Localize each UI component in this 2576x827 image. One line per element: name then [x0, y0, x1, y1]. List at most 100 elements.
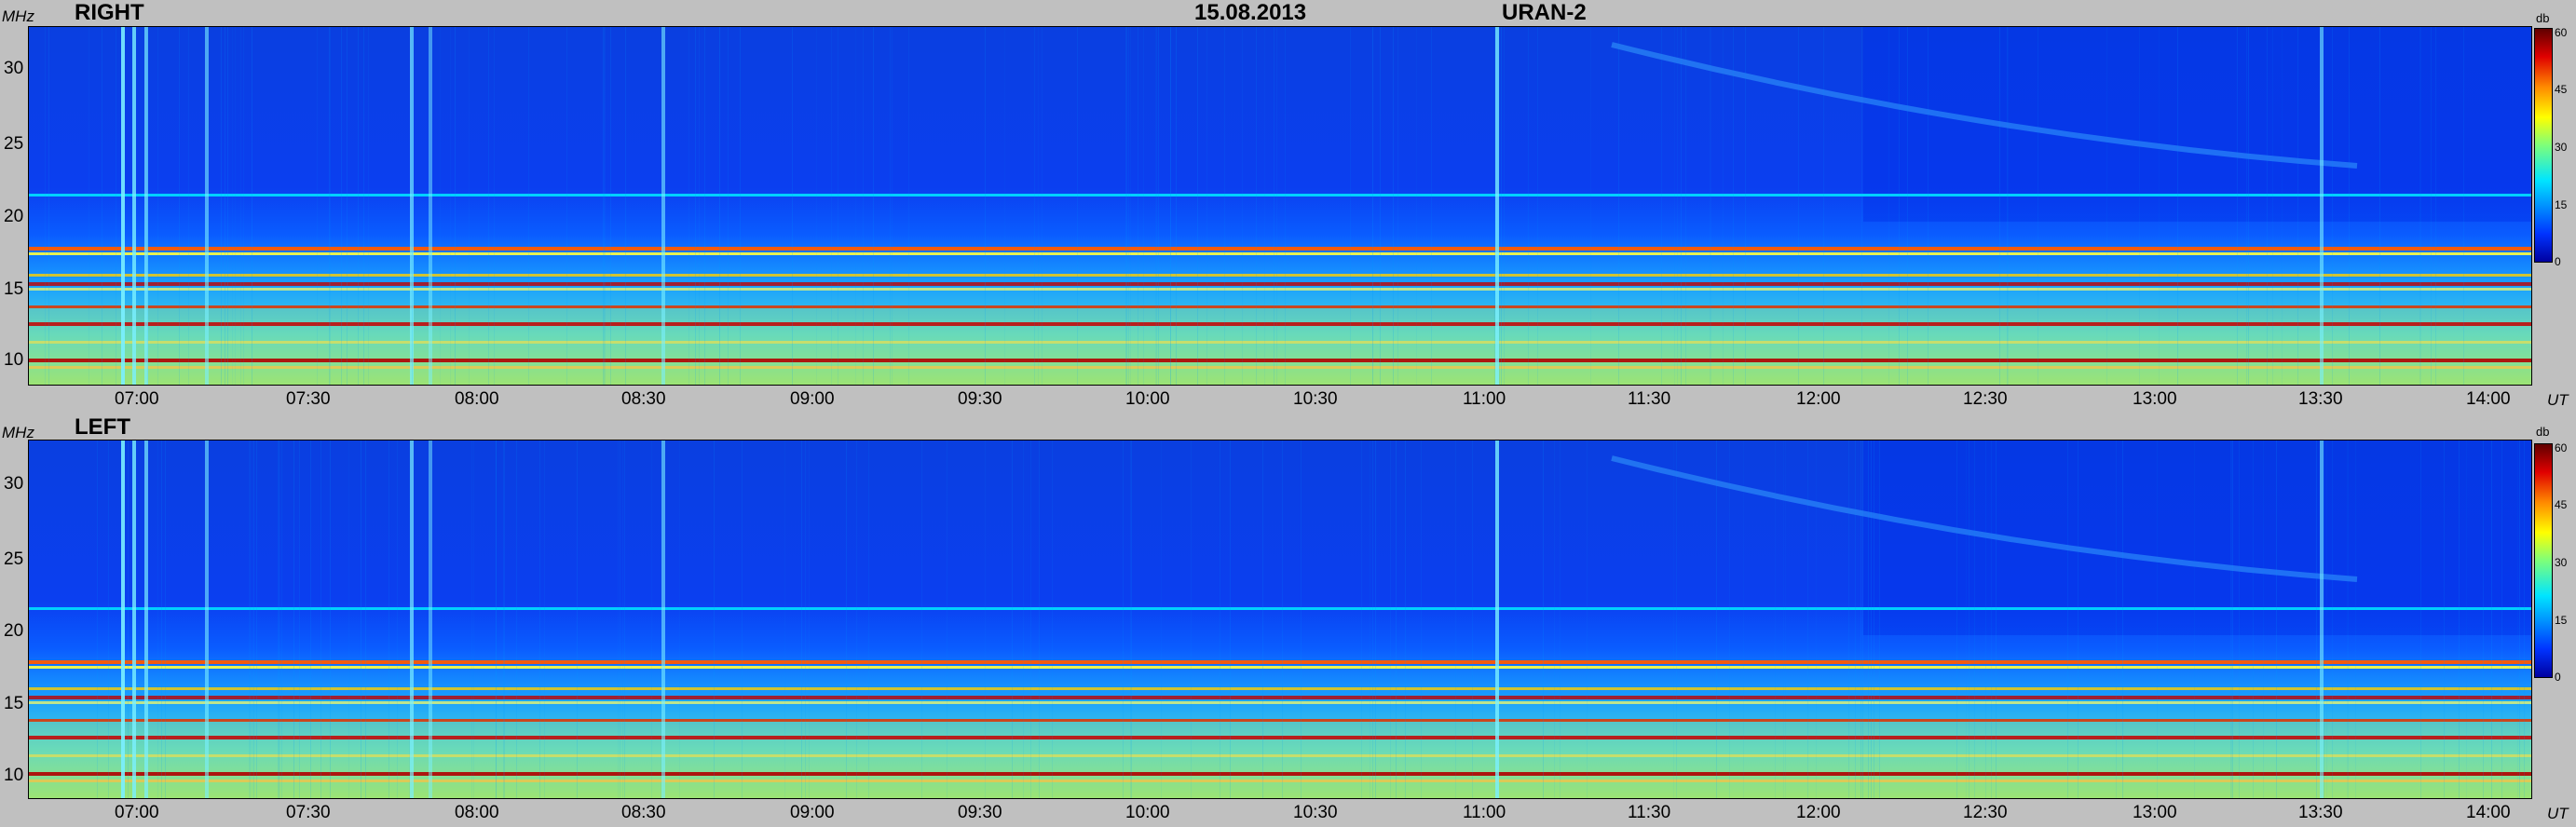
top-band-3 [28, 274, 2532, 277]
top-cbtick-45: 45 [2555, 83, 2568, 96]
bottom-band-7 [28, 736, 2532, 739]
top-band-4 [28, 282, 2532, 286]
top-xtick-1400: 14:00 [2466, 389, 2511, 409]
bottom-texture [742, 440, 743, 799]
top-texture [455, 26, 456, 386]
top-xtick-1200: 12:00 [1796, 389, 1841, 409]
top-ytick-30: 30 [4, 59, 24, 78]
bottom-texture [2230, 440, 2231, 799]
top-texture [2246, 26, 2247, 386]
top-texture [1501, 26, 1502, 386]
bottom-texture [544, 440, 545, 799]
instrument-title: URAN-2 [1502, 0, 1587, 25]
bottom-band-8 [28, 754, 2532, 757]
bottom-texture [250, 440, 251, 799]
top-texture [1158, 26, 1159, 386]
bottom-texture [496, 440, 497, 799]
bottom-band-5 [28, 701, 2532, 704]
bottom-band-3 [28, 687, 2532, 690]
top-texture [873, 26, 874, 386]
top-texture [695, 26, 696, 386]
bottom-texture [279, 440, 280, 799]
bottom-frame [28, 440, 2532, 799]
top-texture [2007, 26, 2008, 386]
bottom-burst-8 [2320, 440, 2324, 799]
bottom-texture [473, 440, 474, 799]
top-texture [2420, 26, 2421, 386]
bottom-panel-title: LEFT [75, 414, 130, 440]
bottom-texture [2263, 440, 2264, 799]
bottom-texture [2239, 440, 2240, 799]
top-texture [1504, 26, 1505, 386]
bottom-burst-2 [144, 440, 148, 799]
top-texture [412, 26, 413, 386]
bottom-texture [868, 440, 869, 799]
bottom-texture [2524, 440, 2525, 799]
top-texture [1999, 26, 2000, 386]
top-xtick-0700: 07:00 [115, 389, 159, 409]
bottom-texture [2116, 440, 2117, 799]
top-texture [1677, 26, 1678, 386]
bottom-texture [496, 440, 497, 799]
bottom-texture [409, 440, 410, 799]
bottom-texture [293, 440, 294, 799]
bottom-texture [503, 440, 504, 799]
top-texture [1685, 26, 1686, 386]
top-texture [1899, 26, 1900, 386]
bottom-drift-feature [1611, 455, 2358, 582]
top-texture [469, 26, 470, 386]
bottom-texture [2483, 440, 2484, 799]
bottom-xtick-1300: 13:00 [2133, 803, 2177, 822]
bottom-texture [1775, 440, 1776, 799]
bottom-burst-1 [132, 440, 136, 799]
bottom-texture [1390, 440, 1391, 799]
top-band-6 [28, 305, 2532, 308]
top-texture [2435, 26, 2436, 386]
top-texture [566, 26, 567, 386]
bottom-texture [2491, 440, 2492, 799]
bottom-texture [2194, 440, 2195, 799]
top-texture [147, 26, 148, 386]
top-texture [1431, 26, 1432, 386]
bottom-texture [1472, 440, 1473, 799]
top-texture [2177, 26, 2178, 386]
top-texture [1723, 26, 1724, 386]
top-texture [1264, 26, 1265, 386]
top-texture [2297, 26, 2298, 386]
date-title: 15.08.2013 [1194, 0, 1307, 25]
bottom-texture [2276, 440, 2277, 799]
bottom-texture [157, 440, 158, 799]
bottom-texture [1879, 440, 1880, 799]
bottom-texture [108, 440, 109, 799]
bottom-texture [365, 440, 366, 799]
top-burst-2 [144, 26, 148, 386]
top-texture [792, 26, 793, 386]
top-texture [908, 26, 909, 386]
bottom-texture [1587, 440, 1588, 799]
bottom-texture [856, 440, 857, 799]
top-texture [1170, 26, 1171, 386]
top-texture [494, 26, 495, 386]
bottom-xtick-1000: 10:00 [1125, 803, 1170, 822]
bottom-texture [2519, 440, 2520, 799]
bottom-texture [2348, 440, 2349, 799]
top-texture [1372, 26, 1373, 386]
bottom-texture [293, 440, 294, 799]
top-texture [2349, 26, 2350, 386]
bottom-burst-3 [205, 440, 209, 799]
top-dark-region [1863, 26, 2532, 222]
bottom-xtick-1100: 11:00 [1463, 803, 1506, 822]
bottom-texture [2466, 440, 2467, 799]
top-texture [1733, 26, 1734, 386]
bottom-texture [1375, 440, 1376, 799]
bottom-texture [1966, 440, 1967, 799]
bottom-texture [2316, 440, 2317, 799]
bottom-xlabel: UT [2547, 805, 2569, 822]
top-texture [2159, 26, 2160, 386]
bottom-texture [2326, 440, 2327, 799]
bottom-texture [256, 440, 257, 799]
bottom-band-0 [28, 607, 2532, 610]
bottom-ylabel: MHz [2, 424, 34, 441]
top-texture [45, 26, 46, 386]
bottom-texture [1161, 440, 1162, 799]
